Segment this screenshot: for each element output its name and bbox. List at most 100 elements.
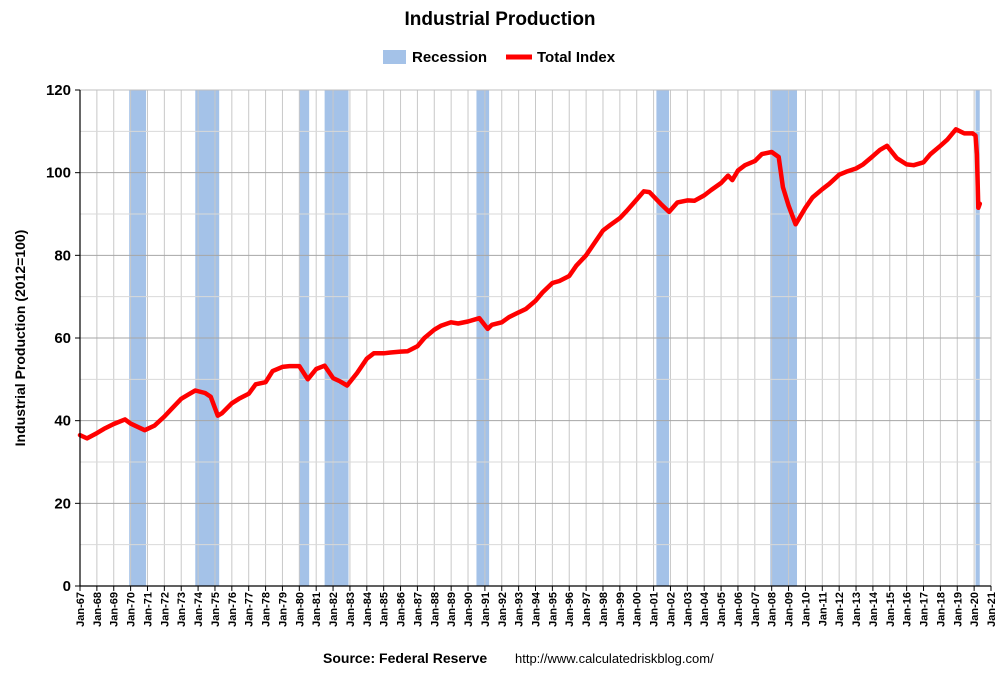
data-point xyxy=(737,169,739,172)
data-point xyxy=(946,138,949,141)
data-point xyxy=(180,398,182,400)
data-point xyxy=(804,207,807,209)
data-point xyxy=(356,372,358,374)
data-point xyxy=(643,190,645,193)
data-point xyxy=(478,317,481,320)
data-point xyxy=(886,145,888,147)
data-point xyxy=(508,316,510,319)
data-point xyxy=(648,191,651,193)
data-point xyxy=(821,188,824,190)
x-tick-label: Jan-93 xyxy=(514,592,526,627)
x-tick-label: Jan-07 xyxy=(750,592,762,627)
data-point xyxy=(976,153,978,155)
chart-title: Industrial Production xyxy=(404,9,595,30)
data-point xyxy=(609,224,611,226)
x-tick-label: Jan-86 xyxy=(396,592,408,627)
data-point xyxy=(974,134,977,137)
data-point xyxy=(399,350,402,353)
x-tick-label: Jan-90 xyxy=(463,592,475,627)
x-tick-label: Jan-74 xyxy=(193,591,205,627)
data-point xyxy=(744,164,746,166)
data-point xyxy=(955,128,957,131)
x-tick-label: Jan-20 xyxy=(969,592,981,627)
x-tick-label: Jan-99 xyxy=(615,592,627,627)
data-point xyxy=(373,352,375,355)
legend-recession-label: Recession xyxy=(412,49,487,66)
y-tick-label: 60 xyxy=(54,330,71,347)
x-tick-label: Jan-06 xyxy=(733,592,745,627)
x-tick-label: Jan-68 xyxy=(92,592,104,627)
x-tick-label: Jan-82 xyxy=(328,592,340,627)
x-tick-label: Jan-10 xyxy=(800,592,812,627)
data-point xyxy=(524,308,527,310)
data-point xyxy=(124,418,126,421)
data-point xyxy=(872,155,874,157)
y-axis-label: Industrial Production (2012=100) xyxy=(12,230,28,447)
data-point xyxy=(879,149,881,151)
x-tick-label: Jan-08 xyxy=(767,592,779,627)
legend-total-index-label: Total Index xyxy=(537,49,616,66)
data-point xyxy=(450,321,452,324)
data-point xyxy=(761,153,763,155)
data-point xyxy=(288,365,291,367)
data-point xyxy=(929,153,932,155)
x-tick-label: Jan-73 xyxy=(176,592,188,627)
x-tick-label: Jan-92 xyxy=(497,592,509,627)
x-tick-label: Jan-98 xyxy=(598,592,610,627)
data-point xyxy=(979,202,981,205)
x-tick-label: Jan-79 xyxy=(277,592,289,627)
data-point xyxy=(423,337,426,339)
legend-recession-swatch xyxy=(383,50,406,64)
x-tick-label: Jan-15 xyxy=(885,592,897,627)
y-tick-label: 40 xyxy=(54,413,71,430)
x-tick-label: Jan-04 xyxy=(699,591,711,627)
data-point xyxy=(619,217,621,219)
x-tick-label: Jan-67 xyxy=(75,592,87,627)
data-point xyxy=(247,393,250,395)
data-point xyxy=(727,174,729,177)
data-point xyxy=(153,424,156,427)
data-point xyxy=(541,291,544,294)
x-tick-label: Jan-05 xyxy=(716,592,728,627)
data-point xyxy=(281,366,284,368)
data-point xyxy=(298,365,301,367)
data-point xyxy=(811,196,814,199)
data-point xyxy=(602,229,604,232)
data-point xyxy=(406,350,409,353)
data-point xyxy=(635,198,638,201)
data-point xyxy=(86,437,88,440)
x-tick-label: Jan-94 xyxy=(531,591,543,627)
data-point xyxy=(838,173,840,176)
y-tick-label: 120 xyxy=(46,82,71,99)
gridlines xyxy=(79,89,992,587)
data-point xyxy=(770,151,773,153)
data-point xyxy=(626,209,628,212)
data-point xyxy=(659,202,662,205)
x-tick-label: Jan-09 xyxy=(784,592,796,627)
x-tick-label: Jan-02 xyxy=(665,592,677,627)
data-point xyxy=(971,132,974,135)
data-point xyxy=(389,351,392,354)
y-tick-label: 0 xyxy=(63,578,71,595)
data-point xyxy=(963,132,966,135)
data-point xyxy=(720,182,722,184)
data-point xyxy=(686,199,689,202)
data-point xyxy=(486,328,489,330)
data-point xyxy=(163,415,166,418)
data-point xyxy=(209,395,212,398)
data-point xyxy=(787,204,790,207)
x-tick-label: Jan-12 xyxy=(834,592,846,627)
x-tick-label: Jan-91 xyxy=(480,592,492,627)
data-point xyxy=(433,328,436,331)
data-point xyxy=(862,163,864,166)
data-point xyxy=(585,254,587,257)
data-point xyxy=(187,393,190,396)
data-point xyxy=(922,161,925,164)
x-tick-label: Jan-88 xyxy=(429,592,441,627)
data-point xyxy=(467,320,469,323)
data-point xyxy=(855,167,857,170)
data-point xyxy=(491,324,493,326)
data-point xyxy=(668,211,670,213)
data-point xyxy=(96,432,98,434)
